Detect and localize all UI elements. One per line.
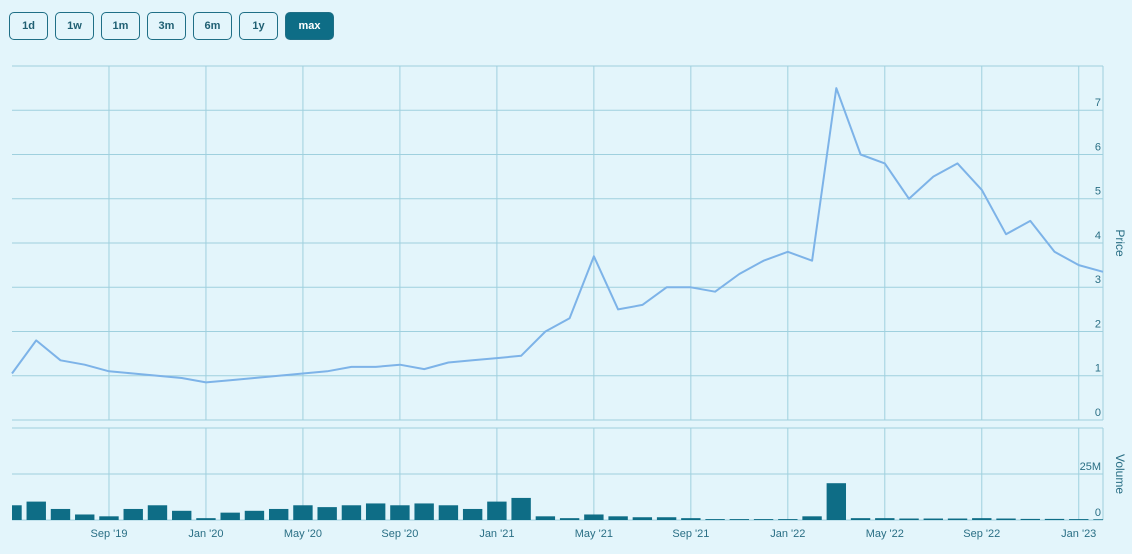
volume-bar [826, 483, 847, 520]
range-button[interactable]: max [285, 12, 334, 40]
range-button[interactable]: 6m [193, 12, 232, 40]
volume-bar [487, 501, 507, 520]
y-tick-label: 3 [1095, 274, 1101, 286]
volume-bar [438, 505, 459, 520]
volume-bar [656, 517, 677, 520]
volume-bars [12, 483, 1103, 520]
x-tick-label: Sep '22 [963, 528, 1000, 540]
volume-bar [632, 517, 653, 520]
volume-bar [220, 512, 240, 520]
volume-bar [802, 516, 822, 520]
range-button[interactable]: 1w [55, 12, 94, 40]
volume-bar [753, 519, 774, 520]
x-tick-label: Jan '23 [1061, 528, 1096, 540]
volume-bar [681, 518, 701, 520]
volume-bar [996, 518, 1016, 520]
volume-bar [972, 518, 992, 520]
y-tick-label: 0 [1095, 507, 1101, 519]
volume-bar [462, 508, 483, 520]
x-tick-label: Jan '20 [188, 528, 223, 540]
x-tick-label: Jan '22 [770, 528, 805, 540]
y-tick-label: 1 [1095, 363, 1101, 375]
y-tick-label: 4 [1095, 230, 1101, 242]
range-buttons: 1d 1w 1m 3m 6m 1y max [9, 12, 334, 40]
volume-bar [99, 516, 119, 520]
volume-bar [875, 518, 895, 520]
volume-bar [608, 516, 628, 520]
volume-bar [729, 519, 750, 520]
y-tick-label: 5 [1095, 186, 1101, 198]
volume-bar [196, 518, 216, 520]
volume-bar [50, 508, 71, 520]
y-tick-label: 7 [1095, 97, 1101, 109]
x-tick-label: May '22 [866, 528, 904, 540]
volume-bar [244, 510, 265, 520]
volume-bar [414, 503, 434, 520]
volume-bar [778, 519, 798, 520]
volume-bar [584, 514, 604, 520]
range-button[interactable]: 3m [147, 12, 186, 40]
volume-bar [317, 507, 337, 520]
y-axis-title: Volume [1113, 454, 1127, 494]
volume-bar [390, 505, 410, 520]
volume-bar [1093, 519, 1103, 520]
range-button[interactable]: 1y [239, 12, 278, 40]
volume-bar [341, 505, 362, 520]
x-tick-label: Sep '19 [90, 528, 127, 540]
x-tick-label: May '20 [284, 528, 322, 540]
volume-bar [535, 516, 556, 520]
range-button[interactable]: 1m [101, 12, 140, 40]
volume-bar [511, 497, 531, 520]
x-tick-label: May '21 [575, 528, 613, 540]
volume-bar [26, 501, 46, 520]
volume-bar [947, 518, 968, 520]
volume-bar [705, 519, 725, 520]
volume-bar [559, 518, 580, 520]
volume-bar [123, 508, 143, 520]
y-tick-label: 25M [1080, 461, 1101, 473]
volume-bar [147, 505, 168, 520]
volume-bar [75, 514, 95, 520]
y-tick-label: 6 [1095, 141, 1101, 153]
volume-bar [1044, 518, 1065, 520]
x-tick-label: Sep '20 [381, 528, 418, 540]
y-axis-title: Price [1113, 229, 1127, 257]
y-tick-label: 0 [1095, 407, 1101, 419]
volume-bar [268, 508, 289, 520]
volume-bar [923, 518, 943, 520]
volume-bar [1069, 519, 1089, 520]
volume-bar [850, 518, 871, 520]
x-tick-label: Sep '21 [672, 528, 709, 540]
volume-bar [365, 503, 386, 520]
y-tick-label: 2 [1095, 318, 1101, 330]
volume-bar [12, 505, 22, 520]
volume-bar [1020, 518, 1040, 520]
volume-bar [899, 518, 919, 520]
x-tick-label: Jan '21 [479, 528, 514, 540]
range-button[interactable]: 1d [9, 12, 48, 40]
volume-bar [293, 505, 313, 520]
volume-bar [172, 510, 192, 520]
price-line [11, 87, 1104, 384]
